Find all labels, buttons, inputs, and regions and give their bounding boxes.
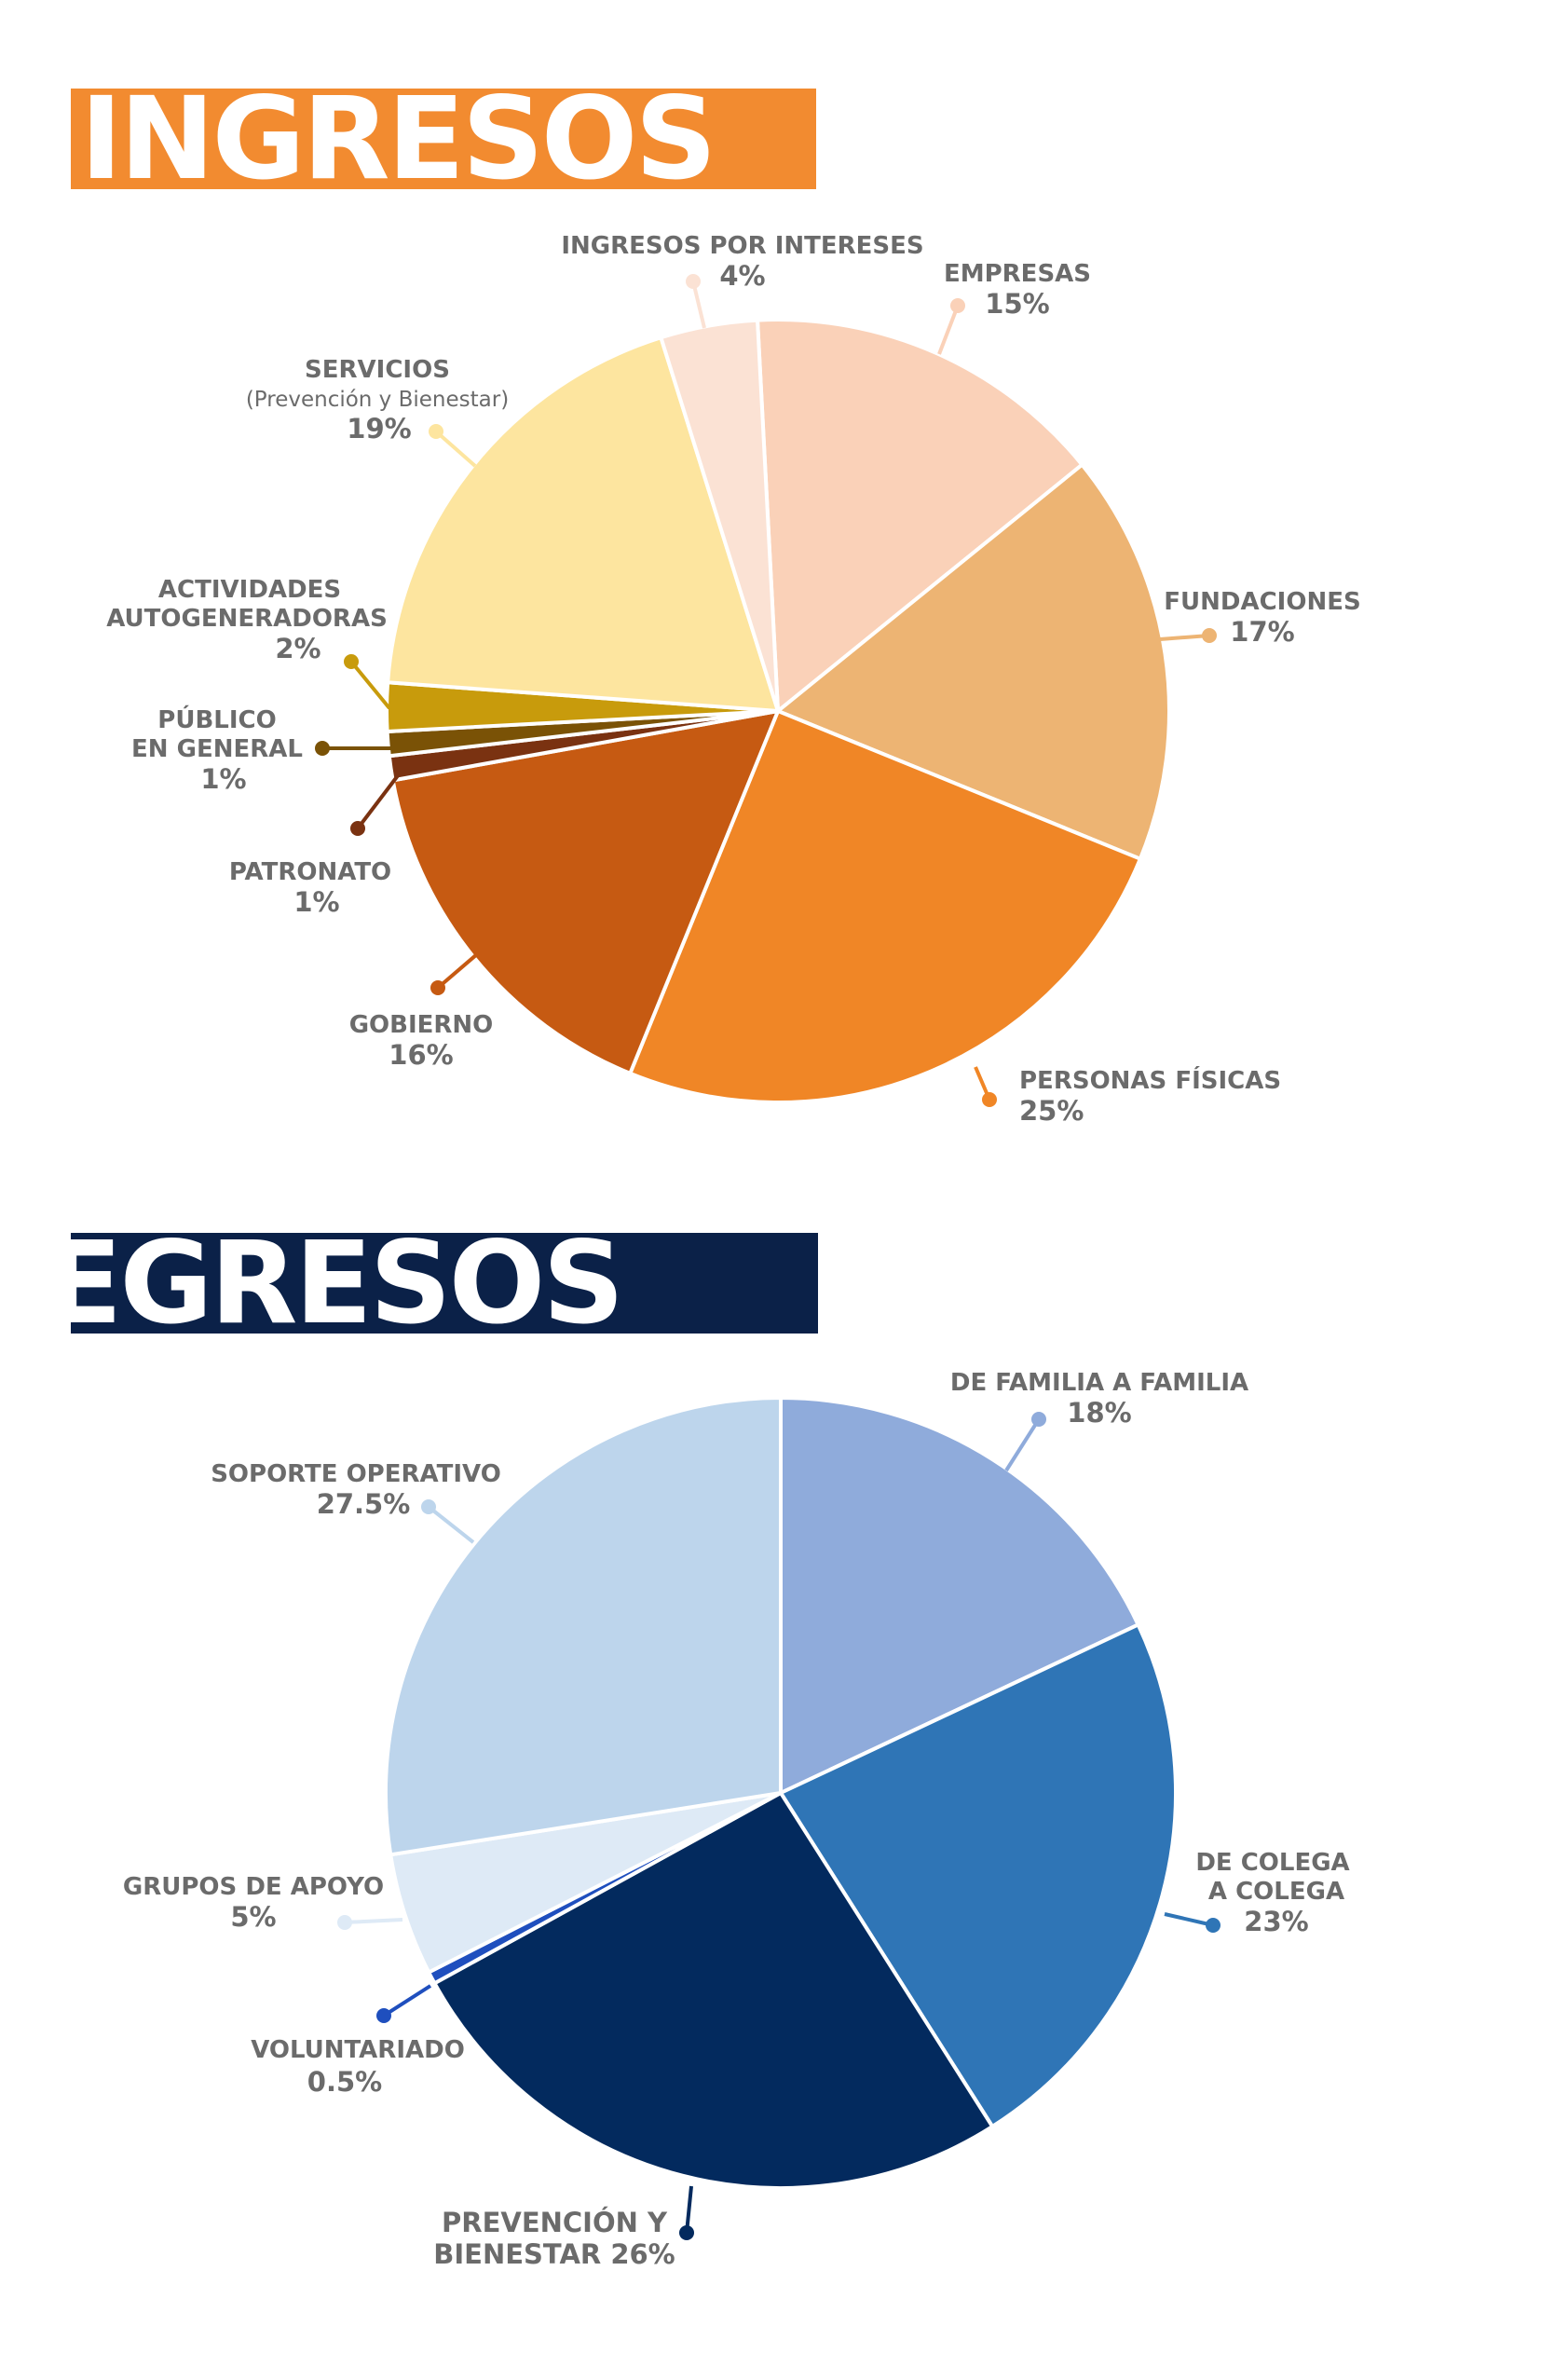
egresos-value-label: 18% xyxy=(1067,1397,1131,1429)
ingresos-leader-dot xyxy=(344,654,359,669)
egresos-slice-soporte-operativo xyxy=(384,1396,783,1857)
ingresos-value-label: 1% xyxy=(200,763,246,795)
ingresos-label-text: ACTIVIDADES xyxy=(158,576,341,604)
egresos-leader-dot xyxy=(421,1499,436,1514)
ingresos-leader-dot xyxy=(350,821,365,836)
ingresos-leader-dot xyxy=(430,980,445,995)
ingresos-leader-dot xyxy=(429,424,443,439)
ingresos-value-label: 2% xyxy=(275,633,320,664)
ingresos-label-text: AUTOGENERADORAS xyxy=(106,605,388,633)
ingresos-label-text: PERSONAS FÍSICAS xyxy=(1019,1065,1281,1095)
egresos-slice-prevencion-y-bienestar xyxy=(432,1791,995,2190)
ingresos-leader-line xyxy=(349,660,391,710)
ingresos-label-text: INGRESOS POR INTERESES xyxy=(561,232,923,260)
egresos-label-text: BIENESTAR 26% xyxy=(433,2238,675,2270)
egresos-leader-line xyxy=(344,1918,403,1924)
ingresos-leader-dot xyxy=(982,1092,997,1107)
ingresos-slices xyxy=(385,318,1171,1104)
ingresos-slice-servicios xyxy=(386,335,780,713)
egresos-label-text: GRUPOS DE APOYO xyxy=(123,1873,384,1901)
egresos-label-text: DE COLEGA xyxy=(1195,1849,1349,1877)
ingresos-value-label: 15% xyxy=(985,288,1049,320)
ingresos-leader-line xyxy=(356,773,401,830)
ingresos-value-label: 4% xyxy=(719,260,765,292)
egresos-label-text: A COLEGA xyxy=(1208,1878,1344,1906)
ingresos-label-text: FUNDACIONES xyxy=(1164,588,1360,616)
ingresos-value-label: 16% xyxy=(389,1039,453,1071)
egresos-leader-dot xyxy=(337,1915,352,1930)
ingresos-leader-line xyxy=(937,305,960,355)
ingresos-title: INGRESOS xyxy=(80,89,716,189)
egresos-value-label: 5% xyxy=(230,1901,276,1933)
ingresos-banner: INGRESOS xyxy=(71,89,816,189)
egresos-label-text: PREVENCIÓN Y xyxy=(442,2207,668,2238)
egresos-label-text: SOPORTE OPERATIVO xyxy=(211,1460,501,1488)
ingresos-slice-fundaciones xyxy=(776,462,1171,861)
ingresos-slice-personas-fisicas xyxy=(628,709,1142,1104)
egresos-slices xyxy=(384,1396,1179,2190)
ingresos-leader-dot xyxy=(1202,628,1217,643)
egresos-value-label: 23% xyxy=(1244,1906,1308,1937)
egresos-leader-dot xyxy=(1031,1412,1046,1427)
egresos-value-label: 27.5% xyxy=(317,1488,411,1520)
ingresos-leader-dot xyxy=(686,274,701,289)
egresos-leader-line xyxy=(685,2185,693,2234)
ingresos-label-text: EMPRESAS xyxy=(944,260,1091,288)
egresos-slice-de-familia-a-familia xyxy=(779,1396,1140,1795)
ingresos-value-label: 1% xyxy=(293,886,339,918)
ingresos-value-label: 25% xyxy=(1019,1095,1084,1127)
ingresos-label-text: (Prevención y Bienestar) xyxy=(246,388,509,412)
egresos-leader-line xyxy=(1164,1912,1214,1927)
ingresos-slice-empresas xyxy=(756,318,1084,713)
egresos-leader-line xyxy=(427,1505,475,1544)
ingresos-label-text: PATRONATO xyxy=(229,858,391,886)
ingresos-slice-ingresos-por-intereses xyxy=(659,318,780,713)
egresos-slice-de-colega-a-colega xyxy=(779,1622,1179,2128)
egresos-leader-dot xyxy=(376,2008,391,2023)
egresos-banner: EGRESOS xyxy=(71,1233,818,1334)
ingresos-value-label: 17% xyxy=(1230,616,1294,648)
ingresos-leader-line xyxy=(691,280,706,329)
egresos-leader-dot xyxy=(1206,1918,1221,1933)
ingresos-leader-dot xyxy=(315,741,330,756)
ingresos-label-text: EN GENERAL xyxy=(131,735,303,763)
egresos-title: EGRESOS xyxy=(71,1233,624,1334)
ingresos-value-label: 19% xyxy=(347,413,411,445)
ingresos-label-text: GOBIERNO xyxy=(349,1011,494,1039)
egresos-label-text: DE FAMILIA A FAMILIA xyxy=(950,1369,1248,1397)
ingresos-leader-line xyxy=(436,952,479,990)
egresos-value-label: 0.5% xyxy=(307,2066,382,2098)
ingresos-label-text: SERVICIOS xyxy=(305,356,450,384)
egresos-leader-dot xyxy=(679,2225,694,2240)
ingresos-leader-line xyxy=(1159,634,1210,641)
ingresos-leader-line xyxy=(434,430,477,468)
ingresos-leader-dot xyxy=(950,298,965,313)
ingresos-label-text: PÚBLICO xyxy=(157,704,276,734)
egresos-label-text: VOLUNTARIADO xyxy=(251,2036,465,2064)
egresos-leader-line xyxy=(382,1984,432,2018)
egresos-leader-line xyxy=(1004,1417,1041,1472)
ingresos-label-servicios: SERVICIOS (Prevención y Bienestar)19% xyxy=(246,356,509,468)
